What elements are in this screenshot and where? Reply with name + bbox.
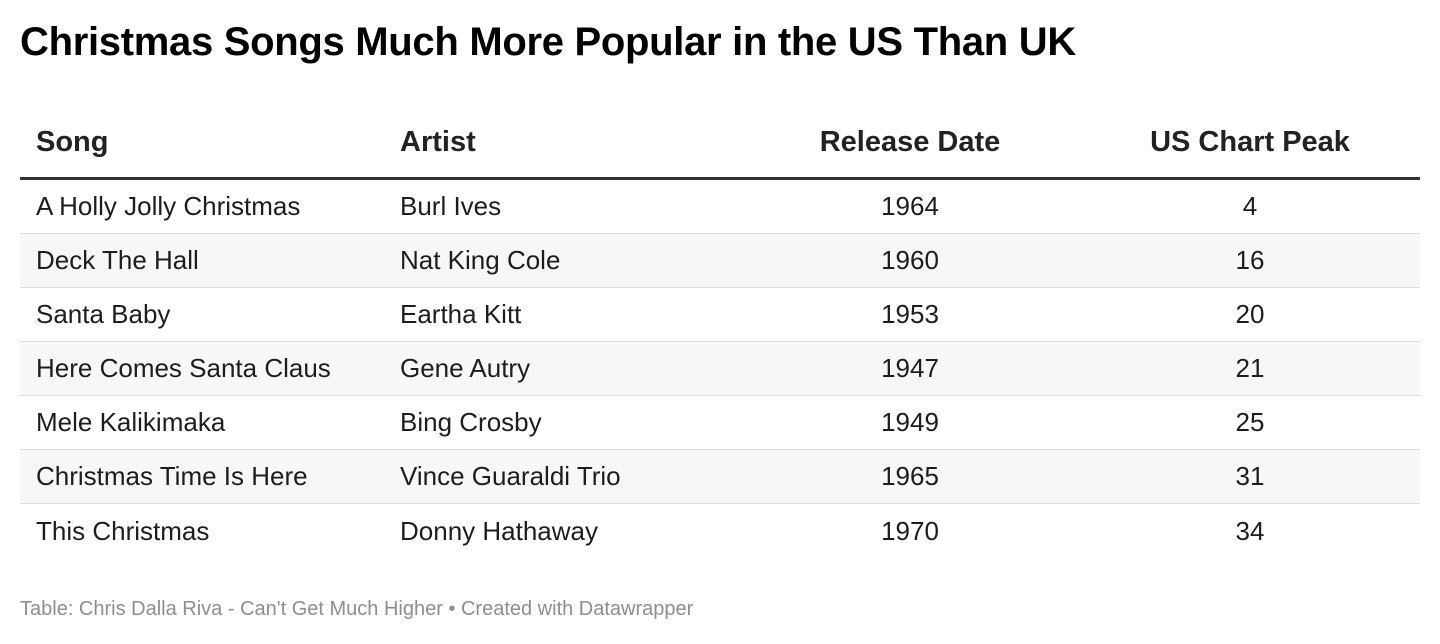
column-header-song: Song bbox=[36, 126, 109, 158]
cell-us-chart-peak: 25 bbox=[1235, 407, 1265, 437]
table-row: Mele Kalikimaka Bing Crosby 1949 25 bbox=[20, 396, 1420, 450]
column-header-release-date: Release Date bbox=[819, 126, 1001, 158]
cell-artist: Bing Crosby bbox=[400, 407, 542, 437]
table-row: This Christmas Donny Hathaway 1970 34 bbox=[20, 504, 1420, 558]
table-row: Christmas Time Is Here Vince Guaraldi Tr… bbox=[20, 450, 1420, 504]
cell-release-date: 1964 bbox=[881, 191, 939, 221]
column-header-us-chart-peak: US Chart Peak bbox=[1150, 126, 1350, 158]
cell-song: Here Comes Santa Claus bbox=[36, 353, 331, 383]
cell-song: Mele Kalikimaka bbox=[36, 407, 226, 437]
column-header-artist: Artist bbox=[400, 126, 476, 158]
cell-song: Christmas Time Is Here bbox=[36, 461, 308, 491]
cell-release-date: 1960 bbox=[881, 245, 939, 275]
table-row: Here Comes Santa Claus Gene Autry 1947 2… bbox=[20, 342, 1420, 396]
cell-release-date: 1965 bbox=[881, 461, 939, 491]
cell-us-chart-peak: 21 bbox=[1235, 353, 1265, 383]
cell-song: A Holly Jolly Christmas bbox=[36, 191, 301, 221]
cell-us-chart-peak: 16 bbox=[1235, 245, 1265, 275]
source-footer: Table: Chris Dalla Riva - Can't Get Much… bbox=[20, 598, 694, 620]
cell-song: Santa Baby bbox=[36, 299, 171, 329]
cell-release-date: 1970 bbox=[881, 515, 939, 546]
cell-us-chart-peak: 20 bbox=[1235, 299, 1265, 329]
cell-artist: Donny Hathaway bbox=[400, 515, 598, 546]
cell-song: Deck The Hall bbox=[36, 245, 199, 275]
chart-title: Christmas Songs Much More Popular in the… bbox=[20, 20, 1076, 64]
cell-artist: Eartha Kitt bbox=[400, 299, 522, 329]
cell-artist: Burl Ives bbox=[400, 191, 502, 221]
table-header-row: Song Artist Release Date US Chart Peak bbox=[20, 108, 1420, 180]
table-row: Santa Baby Eartha Kitt 1953 20 bbox=[20, 288, 1420, 342]
cell-artist: Nat King Cole bbox=[400, 245, 561, 275]
table-row: A Holly Jolly Christmas Burl Ives 1964 4 bbox=[20, 180, 1420, 234]
cell-release-date: 1949 bbox=[881, 407, 939, 437]
cell-artist: Vince Guaraldi Trio bbox=[400, 461, 621, 491]
cell-release-date: 1947 bbox=[881, 353, 939, 383]
cell-us-chart-peak: 4 bbox=[1242, 191, 1258, 221]
cell-artist: Gene Autry bbox=[400, 353, 531, 383]
data-table: Song Artist Release Date US Chart Peak A… bbox=[20, 108, 1420, 558]
table-row: Deck The Hall Nat King Cole 1960 16 bbox=[20, 234, 1420, 288]
cell-song: This Christmas bbox=[36, 515, 210, 546]
cell-us-chart-peak: 31 bbox=[1235, 461, 1265, 491]
cell-us-chart-peak: 34 bbox=[1235, 515, 1265, 546]
cell-release-date: 1953 bbox=[881, 299, 939, 329]
